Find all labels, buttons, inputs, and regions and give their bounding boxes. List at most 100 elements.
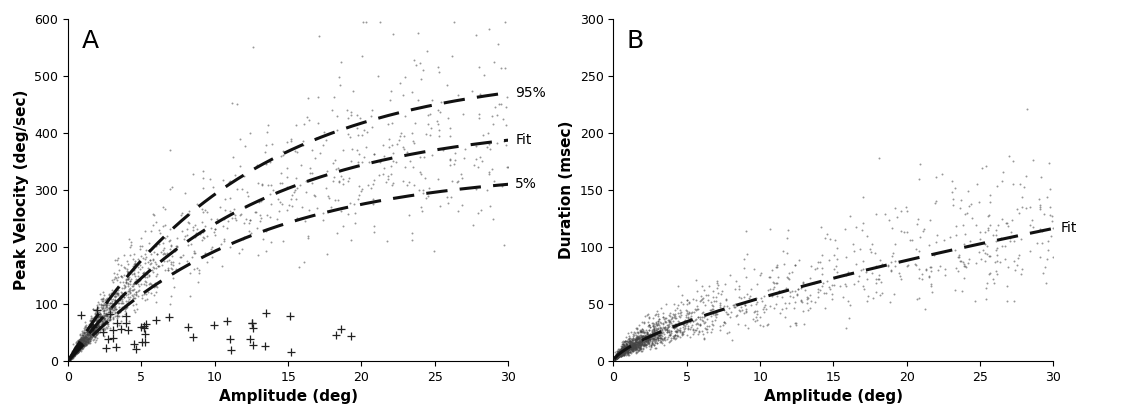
Point: [614, 347, 632, 353]
Point: [61, 356, 79, 363]
Point: [63, 350, 81, 357]
Point: [67, 344, 85, 350]
Point: [1022, 222, 1040, 228]
Point: [83, 321, 101, 328]
Point: [921, 272, 939, 279]
Point: [100, 305, 118, 311]
Point: [610, 351, 628, 358]
Point: [69, 344, 87, 351]
Point: [64, 352, 82, 358]
Point: [243, 319, 261, 326]
Point: [624, 344, 642, 351]
Point: [625, 344, 643, 351]
Point: [651, 325, 669, 332]
Point: [641, 331, 659, 337]
Point: [667, 321, 685, 328]
Point: [628, 344, 646, 350]
Point: [642, 334, 660, 341]
Point: [64, 349, 82, 355]
Point: [628, 336, 646, 343]
Point: [69, 342, 87, 348]
Point: [65, 352, 83, 358]
Point: [609, 351, 627, 357]
Point: [108, 310, 126, 316]
Point: [108, 313, 126, 320]
Point: [496, 138, 514, 145]
Point: [64, 349, 82, 356]
Point: [203, 244, 221, 250]
Point: [87, 324, 105, 331]
Point: [634, 342, 652, 348]
Point: [119, 280, 137, 286]
Point: [622, 344, 640, 350]
Point: [105, 303, 123, 310]
Point: [642, 345, 660, 352]
Point: [614, 347, 632, 353]
Point: [660, 318, 678, 324]
Point: [92, 323, 110, 330]
Point: [82, 324, 100, 330]
Point: [70, 337, 88, 344]
Point: [608, 352, 626, 359]
Point: [63, 354, 81, 360]
Point: [353, 53, 371, 60]
Point: [102, 290, 120, 296]
Point: [783, 288, 801, 294]
Point: [162, 260, 180, 267]
Point: [613, 350, 631, 357]
Point: [66, 350, 84, 357]
Point: [88, 324, 106, 331]
Point: [610, 349, 628, 355]
Point: [610, 351, 628, 358]
Point: [85, 339, 103, 345]
Point: [880, 217, 898, 223]
Point: [671, 329, 689, 336]
Point: [69, 343, 87, 350]
Point: [617, 346, 635, 352]
Point: [66, 347, 84, 354]
Point: [65, 344, 83, 350]
Point: [173, 209, 191, 216]
Point: [623, 343, 641, 349]
Point: [627, 344, 645, 351]
Point: [137, 279, 155, 285]
Point: [968, 181, 986, 187]
Point: [85, 334, 103, 341]
Point: [94, 313, 112, 320]
Point: [622, 344, 640, 350]
Point: [609, 351, 627, 357]
Point: [605, 356, 623, 363]
Point: [679, 326, 697, 332]
Point: [607, 353, 625, 359]
Point: [71, 347, 89, 354]
Point: [334, 222, 352, 229]
Point: [619, 349, 637, 355]
Point: [632, 341, 650, 347]
Point: [1043, 217, 1061, 224]
Point: [841, 213, 859, 219]
Point: [239, 192, 257, 199]
Point: [63, 352, 81, 359]
Point: [88, 301, 106, 308]
Point: [363, 106, 381, 113]
Point: [613, 346, 631, 352]
Point: [67, 343, 85, 349]
Point: [136, 277, 154, 284]
Point: [105, 275, 123, 282]
Point: [98, 301, 116, 307]
Point: [119, 288, 137, 295]
Point: [87, 331, 105, 337]
Point: [106, 297, 124, 304]
Point: [172, 254, 190, 260]
Point: [106, 309, 124, 316]
Point: [380, 121, 398, 127]
Point: [147, 242, 165, 249]
Point: [129, 280, 147, 287]
Point: [632, 345, 650, 352]
Point: [61, 355, 79, 362]
Point: [74, 345, 92, 352]
Point: [379, 173, 397, 180]
Point: [76, 341, 94, 347]
Point: [91, 311, 109, 317]
Point: [64, 347, 82, 353]
